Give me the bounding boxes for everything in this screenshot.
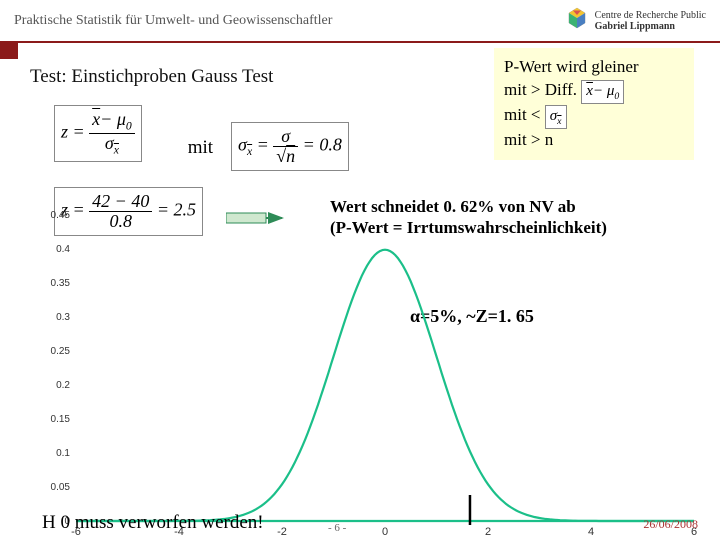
pbox-l2a: mit > Diff.: [504, 80, 577, 99]
footer-date: 26/06/2008: [643, 517, 698, 532]
pbox-l2: mit > Diff. x− μ0: [504, 79, 684, 104]
svg-text:0.2: 0.2: [56, 380, 70, 391]
svg-text:0.35: 0.35: [51, 278, 71, 289]
formula-z: z = x− μ0 σx: [54, 105, 142, 162]
f2-rhs: = 0.8: [303, 135, 342, 155]
svg-text:-2: -2: [277, 526, 287, 538]
mit-label: mit: [188, 137, 213, 159]
f2-lhs-sub: x: [247, 145, 252, 158]
formula-sigma: σx = σ √n = 0.8: [231, 122, 349, 171]
logo-line2: Gabriel Lippmann: [595, 21, 706, 32]
svg-text:0.15: 0.15: [51, 414, 71, 425]
f1-num-sub: 0: [126, 120, 132, 133]
pbox-l1: P-Wert wird gleiner: [504, 56, 684, 79]
logo-icon: [565, 6, 589, 35]
footer-conclusion: H 0 muss verworfen werden!: [42, 512, 264, 534]
pbox-l4: mit > n: [504, 129, 684, 152]
pbox-l3a: mit <: [504, 105, 541, 124]
p-value-box: P-Wert wird gleiner mit > Diff. x− μ0 mi…: [494, 48, 694, 160]
f2-den: n: [286, 146, 295, 166]
svg-text:0.25: 0.25: [51, 346, 71, 357]
f1-den-a: σ: [105, 133, 114, 153]
f2-lhs-a: σ: [238, 135, 247, 155]
f1-lhs: z: [61, 122, 68, 142]
logo: Centre de Recherche Public Gabriel Lippm…: [565, 6, 706, 35]
svg-text:0.3: 0.3: [56, 312, 70, 323]
pbox-l2b-a: x: [586, 83, 593, 99]
f3-num: 42 − 40: [89, 192, 152, 211]
f1-num-a: x: [92, 109, 100, 129]
pbox-l3: mit < σx: [504, 104, 684, 129]
normal-dist-chart: 00.050.10.150.20.250.30.350.40.45-6-4-20…: [30, 211, 710, 541]
pbox-l3b-sub: x: [557, 116, 561, 127]
svg-text:0.05: 0.05: [51, 482, 71, 493]
svg-text:0.1: 0.1: [56, 448, 70, 459]
svg-text:0.45: 0.45: [51, 211, 71, 221]
pbox-l2b-sub: 0: [614, 91, 619, 102]
header: Praktische Statistik für Umwelt- und Geo…: [0, 0, 720, 42]
svg-text:0: 0: [382, 526, 388, 538]
pbox-l2b-b: − μ: [593, 83, 614, 99]
content: Test: Einstichproben Gauss Test z = x− μ…: [0, 46, 720, 236]
f2-num: σ: [278, 127, 293, 146]
logo-text: Centre de Recherche Public Gabriel Lippm…: [595, 10, 706, 32]
svg-text:4: 4: [588, 526, 594, 538]
header-title: Praktische Statistik für Umwelt- und Geo…: [14, 13, 332, 29]
logo-line1: Centre de Recherche Public: [595, 10, 706, 21]
svg-text:2: 2: [485, 526, 491, 538]
page-number: - 6 -: [328, 522, 346, 534]
f1-den-sub: x: [114, 143, 119, 156]
f1-num-b: − μ: [100, 109, 126, 129]
svg-text:0.4: 0.4: [56, 244, 70, 255]
